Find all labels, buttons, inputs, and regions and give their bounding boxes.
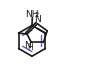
- Text: N: N: [24, 41, 31, 50]
- Text: N: N: [34, 15, 41, 24]
- Text: NH: NH: [25, 10, 38, 19]
- Text: H: H: [28, 43, 33, 52]
- Text: 2: 2: [35, 12, 39, 18]
